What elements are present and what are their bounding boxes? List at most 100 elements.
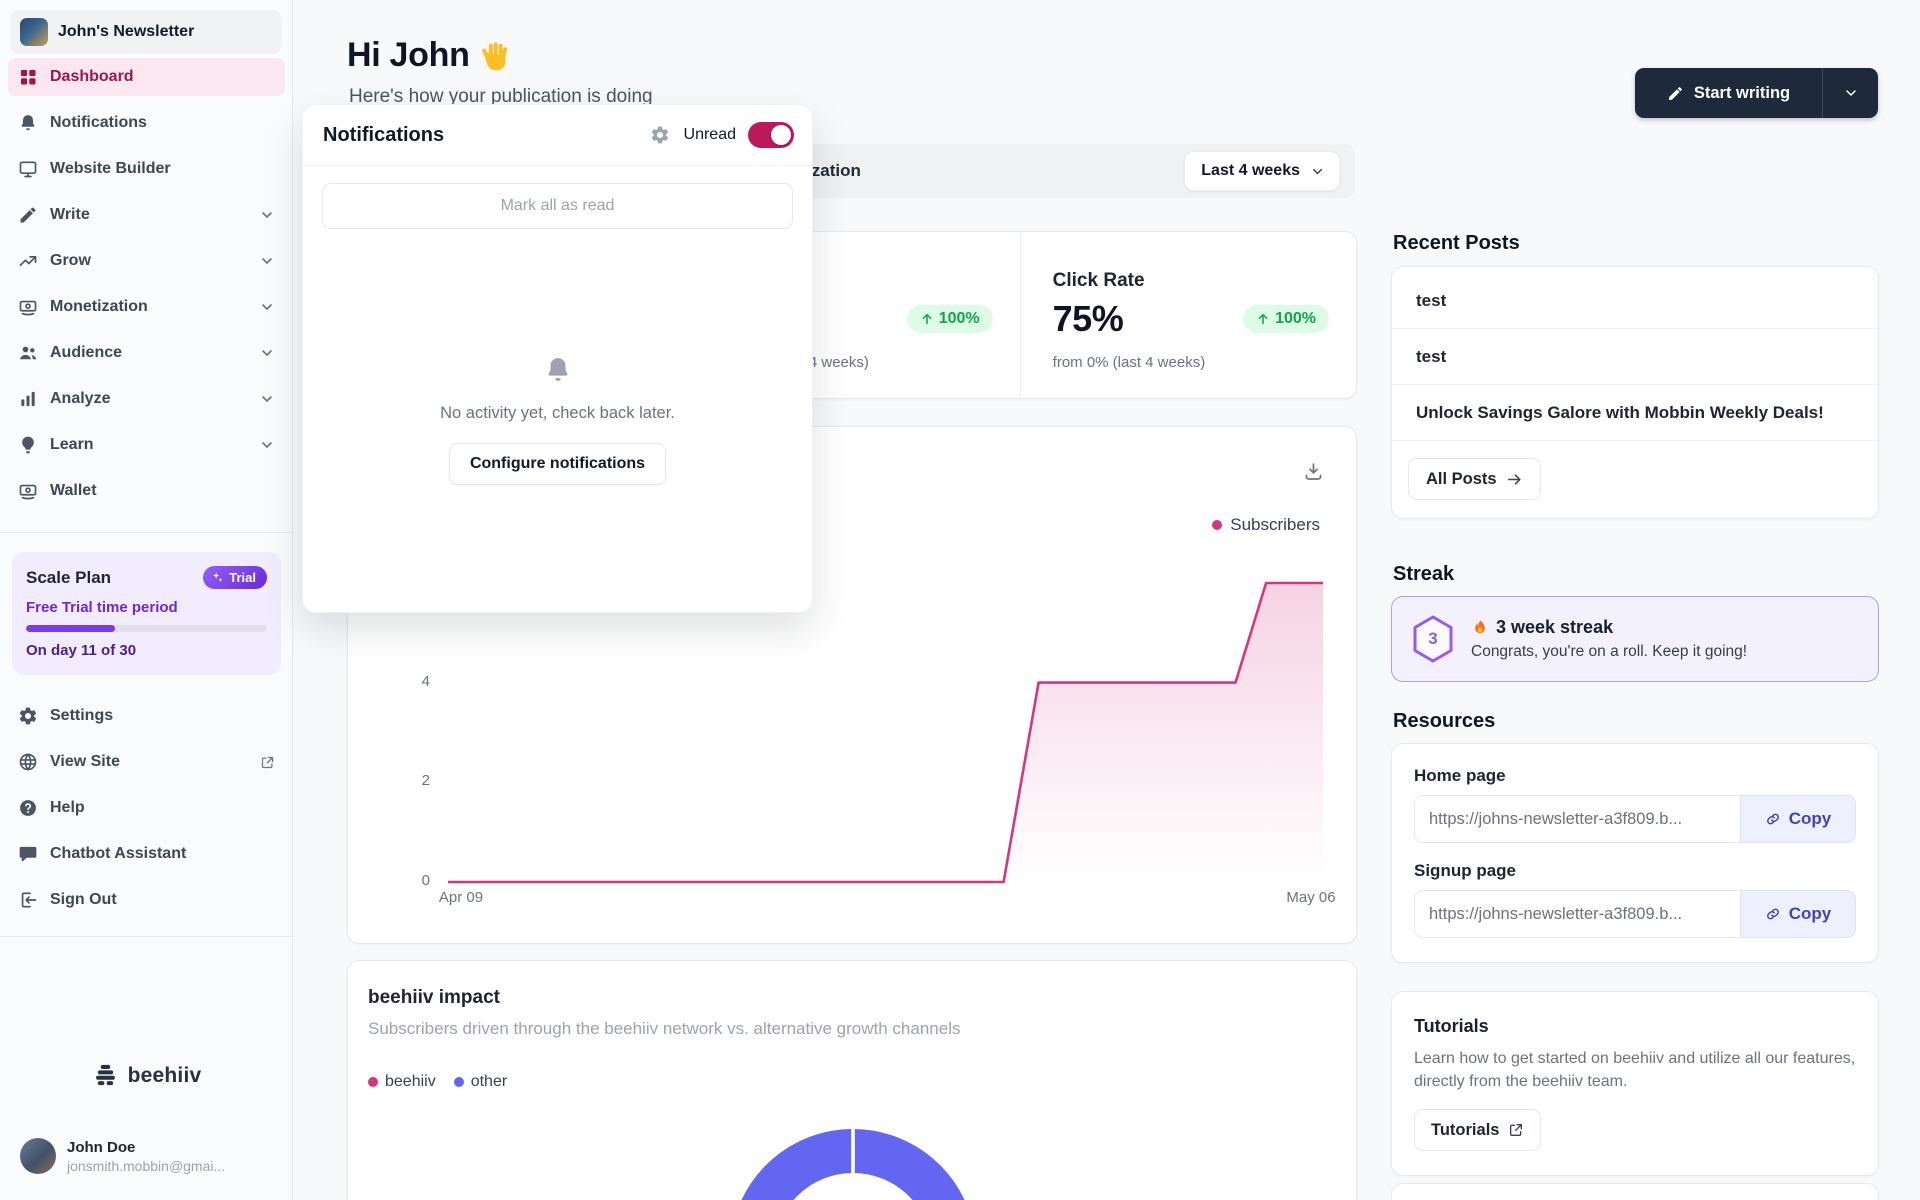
streak-card: 3 3 week streak Congrats, you're on a ro… <box>1391 596 1879 682</box>
notifications-popover: Notifications Unread Mark all as read No… <box>302 104 813 613</box>
chevron-down-icon <box>259 207 275 223</box>
sidebar-item-sign-out[interactable]: Sign Out <box>8 881 285 919</box>
grid-icon <box>18 67 38 87</box>
configure-notifications-button[interactable]: Configure notifications <box>448 443 667 485</box>
notification-settings-gear-icon[interactable] <box>650 125 670 145</box>
stat-subtitle: from 0% (last 4 weeks) <box>1052 354 1206 371</box>
sparkles-icon <box>211 571 224 584</box>
beehiiv-logo-icon <box>92 1062 119 1089</box>
copy-signup-url-button[interactable]: Copy <box>1740 890 1856 938</box>
link-icon <box>1765 811 1781 827</box>
trial-progress-fill <box>26 625 116 632</box>
resources-heading: Resources <box>1393 710 1496 732</box>
chevron-down-icon <box>259 299 275 315</box>
workspace-switcher[interactable]: John's Newsletter <box>10 10 282 54</box>
impact-title: beehiiv impact <box>368 987 500 1008</box>
bulb-icon <box>18 435 38 455</box>
y-axis-tick: 0 <box>421 872 430 889</box>
sidebar-item-chatbot-assistant[interactable]: Chatbot Assistant <box>8 835 285 873</box>
download-icon[interactable] <box>1303 461 1324 482</box>
mark-all-read-button[interactable]: Mark all as read <box>322 183 793 229</box>
recent-posts-heading: Recent Posts <box>1393 232 1520 254</box>
x-axis-tick: Apr 09 <box>438 889 484 906</box>
sidebar-item-website-builder[interactable]: Website Builder <box>8 150 285 188</box>
sidebar-item-dashboard[interactable]: Dashboard <box>8 58 285 96</box>
sidebar-item-monetization[interactable]: Monetization <box>8 288 285 326</box>
chart-icon <box>18 389 38 409</box>
home-page-url-field[interactable] <box>1414 795 1740 843</box>
unread-toggle[interactable] <box>748 122 794 148</box>
legend-label: beehiiv <box>385 1073 436 1090</box>
copy-home-url-button[interactable]: Copy <box>1740 795 1856 843</box>
sidebar-item-settings[interactable]: Settings <box>8 697 285 735</box>
streak-subtitle: Congrats, you're on a roll. Keep it goin… <box>1471 643 1748 660</box>
legend-label: Subscribers <box>1230 515 1320 534</box>
sidebar-item-write[interactable]: Write <box>8 196 285 234</box>
sidebar-item-label: Settings <box>50 707 114 724</box>
all-posts-button[interactable]: All Posts <box>1408 458 1541 500</box>
signup-page-url-field[interactable] <box>1414 890 1740 938</box>
sidebar-item-label: Audience <box>50 344 123 361</box>
change-value: 100% <box>1275 310 1316 327</box>
copy-label: Copy <box>1788 809 1832 828</box>
sidebar-divider-2 <box>0 936 293 937</box>
sidebar-item-grow[interactable]: Grow <box>8 242 285 280</box>
start-writing-label: Start writing <box>1693 83 1791 102</box>
sidebar-nav-secondary: Settings View Site Help Chatbot Assistant Si… <box>0 697 293 927</box>
chevron-down-icon <box>1310 164 1325 179</box>
x-axis-tick: May 06 <box>1286 889 1336 906</box>
sidebar: John's Newsletter Dashboard Notifications… <box>0 0 293 1200</box>
sidebar-item-view-site[interactable]: View Site <box>8 743 285 781</box>
unread-label: Unread <box>683 126 736 143</box>
arrow-up-icon <box>920 312 934 326</box>
arrow-right-icon <box>1506 471 1523 488</box>
period-selector[interactable]: Last 4 weeks <box>1184 151 1340 191</box>
sidebar-item-wallet[interactable]: Wallet <box>8 472 285 510</box>
change-badge: 100% <box>906 305 993 333</box>
chat-icon <box>18 844 38 864</box>
arrow-up-icon <box>1256 312 1270 326</box>
sidebar-item-help[interactable]: Help <box>8 789 285 827</box>
workspace-avatar <box>20 18 48 46</box>
sidebar-item-label: Help <box>50 799 85 816</box>
signout-icon <box>18 890 38 910</box>
trial-badge-label: Trial <box>229 570 256 585</box>
workspace-name: John's Newsletter <box>58 23 195 40</box>
post-row[interactable]: test <box>1392 329 1878 385</box>
tutorials-button[interactable]: Tutorials <box>1414 1109 1542 1152</box>
tutorials-description: Learn how to get started on beehiiv and … <box>1414 1050 1856 1091</box>
legend-dot <box>1212 520 1223 530</box>
chart-legend: Subscribers <box>1212 515 1320 535</box>
sidebar-item-label: Monetization <box>50 298 148 315</box>
sidebar-item-learn[interactable]: Learn <box>8 426 285 464</box>
beehiiv-wordmark: beehiiv <box>127 1063 202 1087</box>
sidebar-item-notifications[interactable]: Notifications <box>8 104 285 142</box>
stat-value: 75% <box>1052 298 1124 339</box>
sidebar-item-analyze[interactable]: Analyze <box>8 380 285 418</box>
wave-icon <box>480 40 512 72</box>
sidebar-item-label: Chatbot Assistant <box>50 845 187 862</box>
plan-card[interactable]: Scale Plan Trial Free Trial time period … <box>12 552 281 675</box>
money-icon <box>18 297 38 317</box>
user-profile[interactable]: John Doe jonsmith.mobbin@gmai... <box>20 1138 275 1174</box>
post-row[interactable]: Unlock Savings Galore with Mobbin Weekly… <box>1392 385 1878 441</box>
start-writing-dropdown[interactable] <box>1822 68 1878 118</box>
sidebar-item-audience[interactable]: Audience <box>8 334 285 372</box>
stat-title: Click Rate <box>1052 270 1145 291</box>
money-icon <box>18 481 38 501</box>
sidebar-item-label: Analyze <box>50 390 111 407</box>
beehiiv-impact-card: beehiiv impact Subscribers driven throug… <box>347 960 1357 1200</box>
page-subtitle: Here's how your publication is doing <box>349 86 653 107</box>
home-page-label: Home page <box>1414 766 1506 785</box>
start-writing-button[interactable]: Start writing <box>1635 68 1878 118</box>
signup-page-label: Signup page <box>1414 861 1516 880</box>
impact-donut-chart <box>703 1125 1003 1200</box>
impact-subtitle: Subscribers driven through the beehiiv n… <box>368 1019 961 1038</box>
globe-icon <box>18 752 38 772</box>
post-row[interactable]: test <box>1392 273 1878 329</box>
people-icon <box>18 343 38 363</box>
gear-icon <box>18 706 38 726</box>
trial-badge: Trial <box>203 566 267 589</box>
legend-dot <box>368 1077 378 1087</box>
